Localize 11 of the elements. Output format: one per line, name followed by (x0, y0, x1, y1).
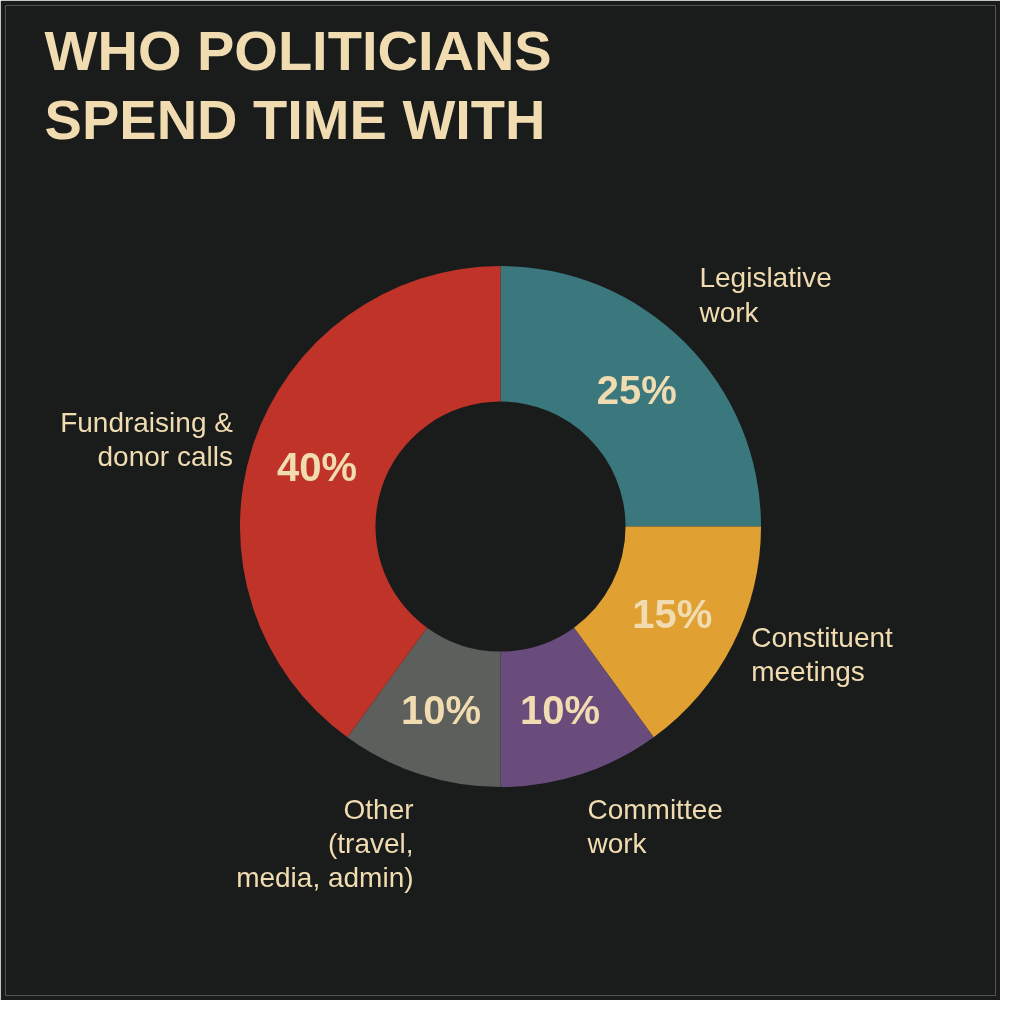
data-label: 15% (632, 592, 713, 637)
data-label: 40% (277, 444, 358, 489)
chart-title: WHO POLITICIANS SPEND TIME WITH (44, 18, 552, 151)
slice-label: Other (travel, media, admin) (236, 794, 414, 894)
slice-label: Legislative work (698, 262, 832, 328)
data-label: 10% (520, 687, 601, 732)
slice-label: Fundraising & donor calls (60, 407, 234, 473)
data-label: 25% (596, 368, 677, 413)
data-label: 10% (400, 687, 481, 732)
slice-label: Committee work (586, 794, 723, 860)
slice-label: Constituent meetings (751, 621, 894, 687)
